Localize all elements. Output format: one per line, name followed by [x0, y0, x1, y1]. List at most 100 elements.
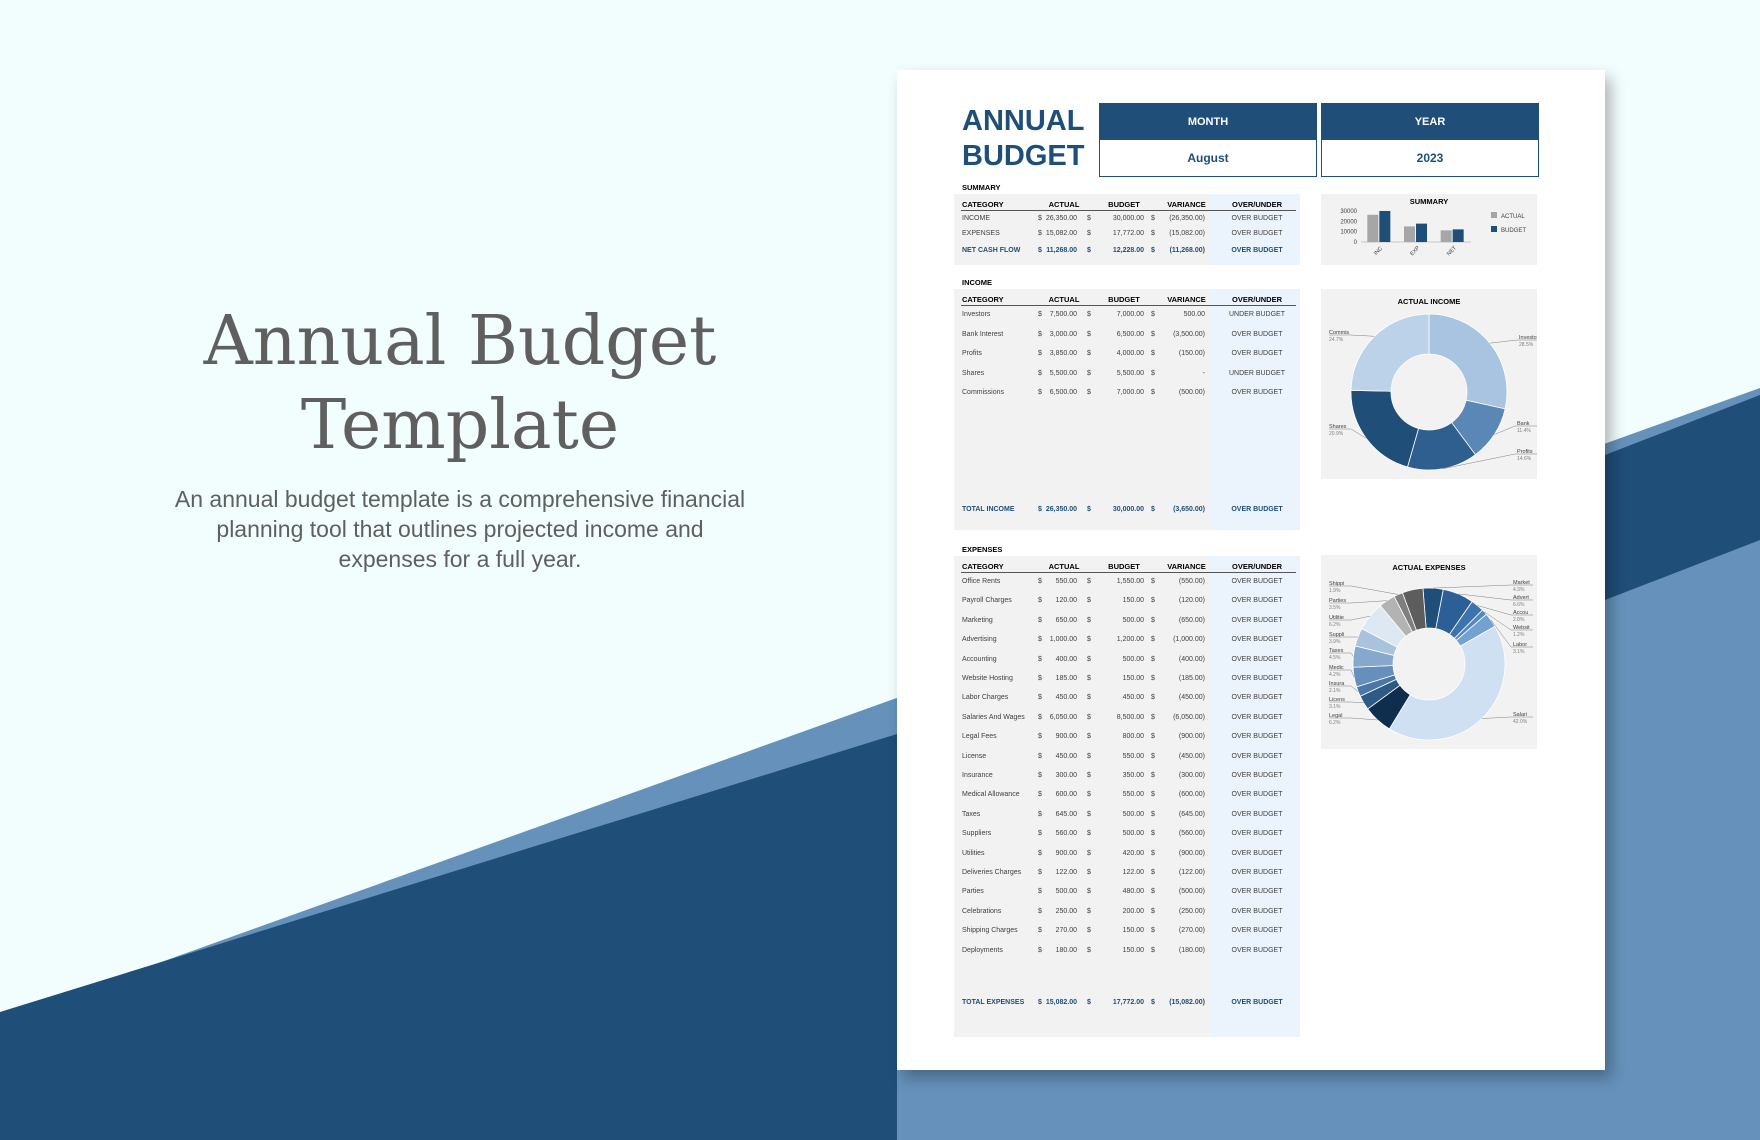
currency-symbol: $ [1087, 927, 1091, 935]
hero-description-line-3: expenses for a full year. [338, 546, 582, 572]
actual-cell: 450.00 [1055, 694, 1077, 702]
currency-symbol: $ [1151, 389, 1155, 396]
slice-label: Profits [1517, 449, 1533, 455]
currency-symbol: $ [1151, 636, 1155, 644]
currency-symbol: $ [1038, 694, 1042, 702]
slice-percent: 28.5% [1519, 342, 1534, 348]
actual-cell: 7,500.00 [1049, 311, 1077, 318]
total-row: TOTAL EXPENSES $15,082.00 $17,772.00 $ (15,0… [954, 999, 1300, 1009]
budget-cell: 150.00 [1122, 675, 1144, 682]
currency-symbol: $ [1087, 655, 1091, 663]
hero-title: Annual Budget Template [140, 300, 780, 468]
status-cell: UNDER BUDGET [1228, 369, 1285, 377]
variance-cell: (550.00) [1178, 578, 1205, 585]
currency-symbol: $ [1151, 616, 1155, 624]
slice-label: Labor [1513, 642, 1527, 648]
summary-section-label: SUMMARY [962, 183, 1001, 192]
actual-cell: 270.00 [1055, 927, 1077, 935]
variance-cell: (560.00) [1178, 830, 1205, 838]
table-row: Salaries And Wages $6,050.00 $8,500.00 $ (6,… [954, 714, 1300, 724]
actual-cell: 26,350.00 [1045, 506, 1077, 513]
variance-cell: (120.00) [1178, 597, 1205, 605]
currency-symbol: $ [1038, 636, 1042, 644]
currency-symbol: $ [1151, 907, 1155, 915]
currency-symbol: $ [1038, 247, 1042, 254]
chart-title: SUMMARY [1410, 197, 1448, 206]
leader-line [1490, 619, 1533, 648]
slice-label: Insura [1329, 681, 1345, 687]
status-cell: UNDER BUDGET [1228, 311, 1285, 318]
budget-cell: 500.00 [1122, 616, 1144, 624]
currency-symbol: $ [1087, 869, 1091, 876]
variance-cell: (500.00) [1178, 888, 1205, 896]
leader-line [1494, 425, 1537, 435]
table-row: Legal Fees $900.00 $800.00 $ (900.00) OVER BU… [954, 733, 1300, 743]
table-row: Website Hosting $185.00 $150.00 $ (185.00) OV… [954, 675, 1300, 685]
variance-cell: (600.00) [1178, 791, 1205, 799]
currency-symbol: $ [1151, 578, 1155, 585]
category-cell: Office Rents [962, 578, 1001, 585]
summary-table: CATEGORY ACTUAL BUDGET VARIANCE OVER/UNDER IN… [954, 194, 1300, 265]
slice-percent: 3.1% [1513, 649, 1525, 655]
slice-label: Parties [1329, 598, 1346, 604]
currency-symbol: $ [1151, 713, 1155, 721]
status-cell: OVER BUDGET [1231, 713, 1283, 721]
table-row: Shares $5,500.00 $5,500.00 $ - UNDER BUDGET [954, 370, 1300, 380]
year-field[interactable]: YEAR 2023 [1321, 103, 1539, 177]
bar-budget-inc [1379, 211, 1391, 242]
table-row: Medical Allowance $600.00 $550.00 $ (600.00)… [954, 791, 1300, 801]
category-cell: Utilities [962, 849, 985, 857]
x-tick-label: INC [1373, 246, 1384, 257]
budget-cell: 17,772.00 [1112, 230, 1144, 237]
currency-symbol: $ [1151, 247, 1155, 254]
background-dark-band-right [1605, 395, 1760, 600]
currency-symbol: $ [1087, 810, 1091, 818]
status-cell: OVER BUDGET [1231, 888, 1283, 896]
actual-cell: 185.00 [1055, 675, 1077, 682]
currency-symbol: $ [1151, 888, 1155, 896]
legend-swatch [1491, 226, 1497, 232]
column-header: BUDGET [1108, 562, 1140, 571]
category-cell: Labor Charges [962, 694, 1009, 702]
x-tick-label: EXP [1409, 245, 1421, 257]
chart-title: ACTUAL EXPENSES [1392, 563, 1465, 572]
category-cell: Insurance [962, 772, 993, 779]
currency-symbol: $ [1151, 215, 1155, 222]
currency-symbol: $ [1087, 330, 1091, 338]
variance-cell: (500.00) [1178, 389, 1205, 396]
table-row: Investors $7,500.00 $7,000.00 $500.00 UNDER … [954, 311, 1300, 321]
budget-cell: 150.00 [1122, 946, 1144, 954]
month-field[interactable]: MONTH August [1099, 103, 1317, 177]
currency-symbol: $ [1151, 597, 1155, 605]
status-cell: OVER BUDGET [1231, 733, 1283, 741]
budget-cell: 6,500.00 [1116, 330, 1144, 338]
year-value[interactable]: 2023 [1416, 151, 1444, 165]
variance-cell: (11,268.00) [1169, 247, 1205, 254]
variance-cell: (15,082.00) [1169, 999, 1205, 1006]
budget-cell: 550.00 [1122, 752, 1144, 760]
status-cell: OVER BUDGET [1231, 655, 1283, 663]
currency-symbol: $ [1087, 946, 1091, 954]
status-cell: OVER BUDGET [1231, 506, 1283, 513]
currency-symbol: $ [1087, 907, 1091, 915]
leader-line [1329, 428, 1367, 439]
actual-cell: 600.00 [1055, 791, 1077, 799]
header-underline [961, 210, 1296, 211]
variance-cell: (645.00) [1178, 810, 1205, 818]
slice-label: Shares [1329, 424, 1347, 430]
hero-description-line-2: planning tool that outlines projected in… [216, 516, 704, 542]
status-cell: OVER BUDGET [1231, 578, 1283, 585]
leader-line [1433, 584, 1533, 589]
summary-chart: SUMMARY 0 10000 20000 30000 INC EXP NET ACTUAL BU… [1321, 194, 1537, 265]
slice-percent: 4.2% [1329, 672, 1341, 678]
table-row: Payroll Charges $120.00 $150.00 $ (120.00) OV… [954, 597, 1300, 607]
document-title-line-1: ANNUAL [962, 105, 1085, 137]
month-value[interactable]: August [1187, 151, 1229, 165]
currency-symbol: $ [1038, 869, 1042, 876]
variance-cell: (150.00) [1178, 350, 1205, 357]
currency-symbol: $ [1087, 675, 1091, 682]
currency-symbol: $ [1151, 772, 1155, 779]
status-cell: OVER BUDGET [1231, 999, 1283, 1006]
category-cell: Suppliers [962, 830, 992, 838]
status-cell: OVER BUDGET [1231, 752, 1283, 760]
